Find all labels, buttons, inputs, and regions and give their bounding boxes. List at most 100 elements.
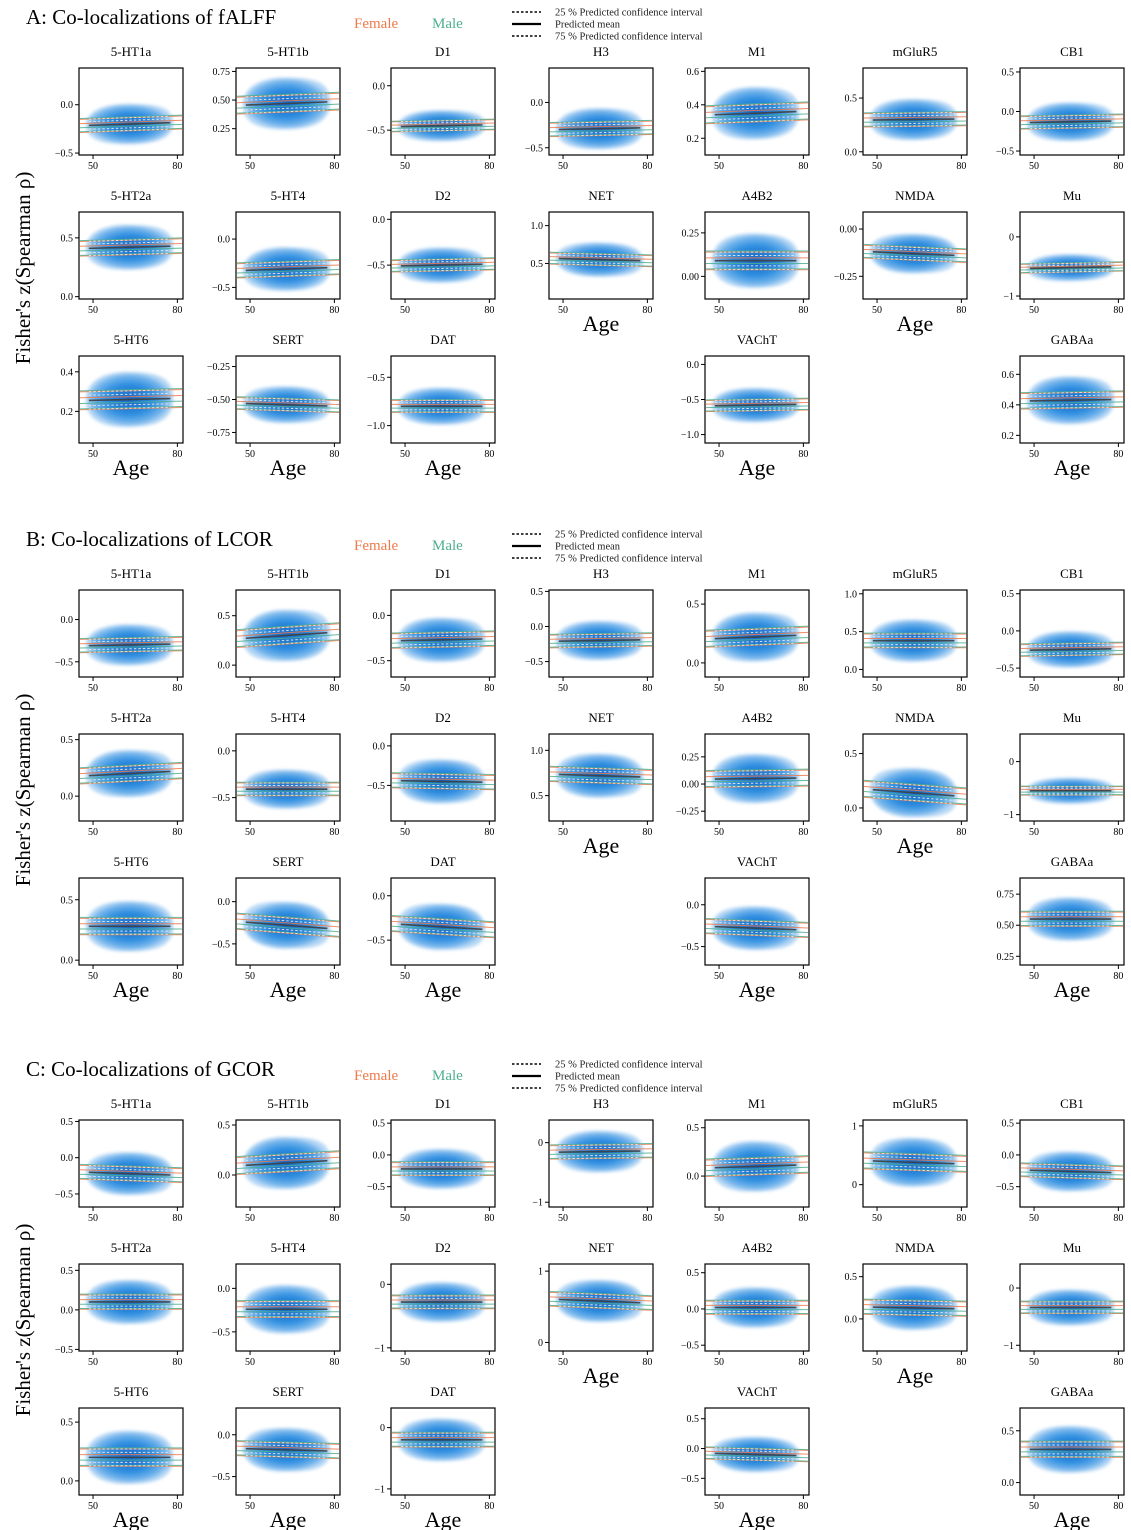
ci-line bbox=[1029, 642, 1112, 645]
ci-line bbox=[714, 1172, 797, 1177]
ci-line bbox=[245, 640, 328, 647]
ci-line bbox=[400, 787, 483, 790]
mean-line bbox=[88, 643, 171, 647]
panel-frame bbox=[862, 589, 968, 678]
x-tick-label: 50 bbox=[558, 683, 568, 694]
male-prediction-line bbox=[79, 247, 183, 252]
x-tick-label: 50 bbox=[88, 827, 98, 838]
female-prediction-line bbox=[705, 631, 809, 637]
y-tick-label: −1 bbox=[374, 1484, 385, 1495]
ci-line bbox=[245, 106, 328, 111]
female-prediction-line bbox=[1020, 396, 1124, 400]
panel-frame bbox=[1019, 733, 1125, 822]
y-tick-label: 0.0 bbox=[218, 1284, 231, 1295]
legend-ci75-label: 75 % Predicted confidence interval bbox=[555, 1084, 703, 1095]
male-prediction-line bbox=[549, 632, 653, 635]
panel-vacht: VAChT 0.0 −0.5 −1.0 50 80 Age bbox=[681, 332, 810, 480]
x-tick-label: 80 bbox=[172, 827, 182, 838]
male-prediction-line bbox=[863, 1298, 967, 1302]
male-prediction-line bbox=[705, 779, 809, 783]
x-axis-label: Age bbox=[897, 311, 934, 336]
x-tick-label: 50 bbox=[245, 971, 255, 982]
y-tick-label: 0.0 bbox=[61, 1153, 74, 1164]
y-tick-label: 0.5 bbox=[218, 611, 231, 622]
panel-5-ht2a: 5-HT2a 0.5 0.0 50 80 bbox=[61, 710, 184, 838]
legend-male: Male bbox=[432, 16, 463, 32]
male-prediction-line bbox=[863, 243, 967, 250]
panel-title: 5-HT1b bbox=[267, 566, 308, 581]
panel-title: NMDA bbox=[895, 1240, 935, 1255]
x-tick-label: 80 bbox=[1113, 683, 1123, 694]
panel-title: mGluR5 bbox=[893, 44, 938, 59]
panel-dat: DAT 0.0 −0.5 50 80 Age bbox=[367, 854, 496, 1002]
line-legend: 25 % Predicted confidence intervalPredic… bbox=[512, 530, 703, 565]
female-prediction-line bbox=[863, 116, 967, 119]
panel-frame bbox=[235, 1263, 341, 1352]
ci-line bbox=[714, 769, 797, 772]
panel-title: 5-HT2a bbox=[111, 710, 152, 725]
female-prediction-line bbox=[1020, 264, 1124, 268]
panel-frame bbox=[1019, 355, 1125, 444]
male-prediction-line bbox=[1020, 122, 1124, 126]
panel-title: Mu bbox=[1063, 710, 1082, 725]
y-tick-label: 0.5 bbox=[531, 791, 544, 802]
legend-ci25-label: 25 % Predicted confidence interval bbox=[555, 1060, 703, 1071]
male-prediction-line bbox=[1020, 641, 1124, 645]
male-prediction-line bbox=[236, 912, 340, 922]
ci-line bbox=[88, 778, 171, 784]
ci-line bbox=[400, 269, 483, 273]
x-tick-label: 50 bbox=[872, 683, 882, 694]
y-tick-label: 0.5 bbox=[845, 627, 858, 638]
ci-line bbox=[245, 406, 328, 410]
mean-line bbox=[714, 110, 797, 116]
x-axis-label: Age bbox=[897, 1363, 934, 1388]
x-tick-label: 80 bbox=[798, 827, 808, 838]
ci-line bbox=[400, 634, 483, 638]
mean-line bbox=[245, 402, 328, 407]
panel-vacht: VAChT 0.0 −0.5 50 80 Age bbox=[681, 854, 810, 1002]
panel-frame bbox=[78, 1119, 184, 1208]
ci-line bbox=[1029, 124, 1112, 127]
x-tick-label: 80 bbox=[798, 1213, 808, 1224]
panel-frame bbox=[78, 355, 184, 444]
panel-sert: SERT −0.25 −0.50 −0.75 50 80 Age bbox=[207, 332, 341, 480]
panel-frame bbox=[704, 67, 810, 156]
mean-line bbox=[872, 1160, 955, 1165]
x-tick-label: 50 bbox=[400, 827, 410, 838]
y-tick-label: 0.0 bbox=[531, 98, 544, 109]
x-tick-label: 50 bbox=[714, 449, 724, 460]
x-tick-label: 50 bbox=[872, 1213, 882, 1224]
ci-line bbox=[1029, 270, 1112, 274]
mean-line bbox=[558, 1298, 641, 1304]
male-prediction-line bbox=[391, 265, 495, 269]
male-prediction-line bbox=[549, 1152, 653, 1155]
y-tick-label: −0.5 bbox=[367, 936, 385, 947]
mean-line bbox=[245, 1159, 328, 1167]
panel-title: 5-HT2a bbox=[111, 188, 152, 203]
female-prediction-line bbox=[236, 98, 340, 104]
y-tick-label: 0.5 bbox=[373, 1119, 386, 1130]
y-tick-label: 0 bbox=[538, 1338, 543, 1349]
x-tick-label: 80 bbox=[956, 1357, 966, 1368]
x-tick-label: 80 bbox=[642, 161, 652, 172]
mean-line bbox=[872, 118, 955, 121]
ci-line bbox=[714, 782, 797, 785]
mean-line bbox=[245, 101, 328, 106]
ci-line bbox=[872, 247, 955, 253]
y-tick-label: 0.0 bbox=[845, 1314, 858, 1325]
y-tick-label: −0.50 bbox=[207, 395, 230, 406]
panel-frame bbox=[78, 589, 184, 678]
panel-title: Mu bbox=[1063, 188, 1082, 203]
legend-ci25-label: 25 % Predicted confidence interval bbox=[555, 530, 703, 541]
panel-title: M1 bbox=[748, 1096, 766, 1111]
mean-line bbox=[1029, 1169, 1112, 1174]
x-tick-label: 50 bbox=[1029, 827, 1039, 838]
ci-line bbox=[872, 1168, 955, 1172]
y-axis-label: Fisher's z(Spearman ρ) bbox=[11, 1224, 35, 1417]
x-tick-label: 50 bbox=[88, 449, 98, 460]
x-tick-label: 50 bbox=[1029, 305, 1039, 316]
x-tick-label: 80 bbox=[956, 827, 966, 838]
panel-title: 5-HT1b bbox=[267, 1096, 308, 1111]
panel-title: DAT bbox=[430, 854, 455, 869]
ci-line bbox=[400, 645, 483, 649]
